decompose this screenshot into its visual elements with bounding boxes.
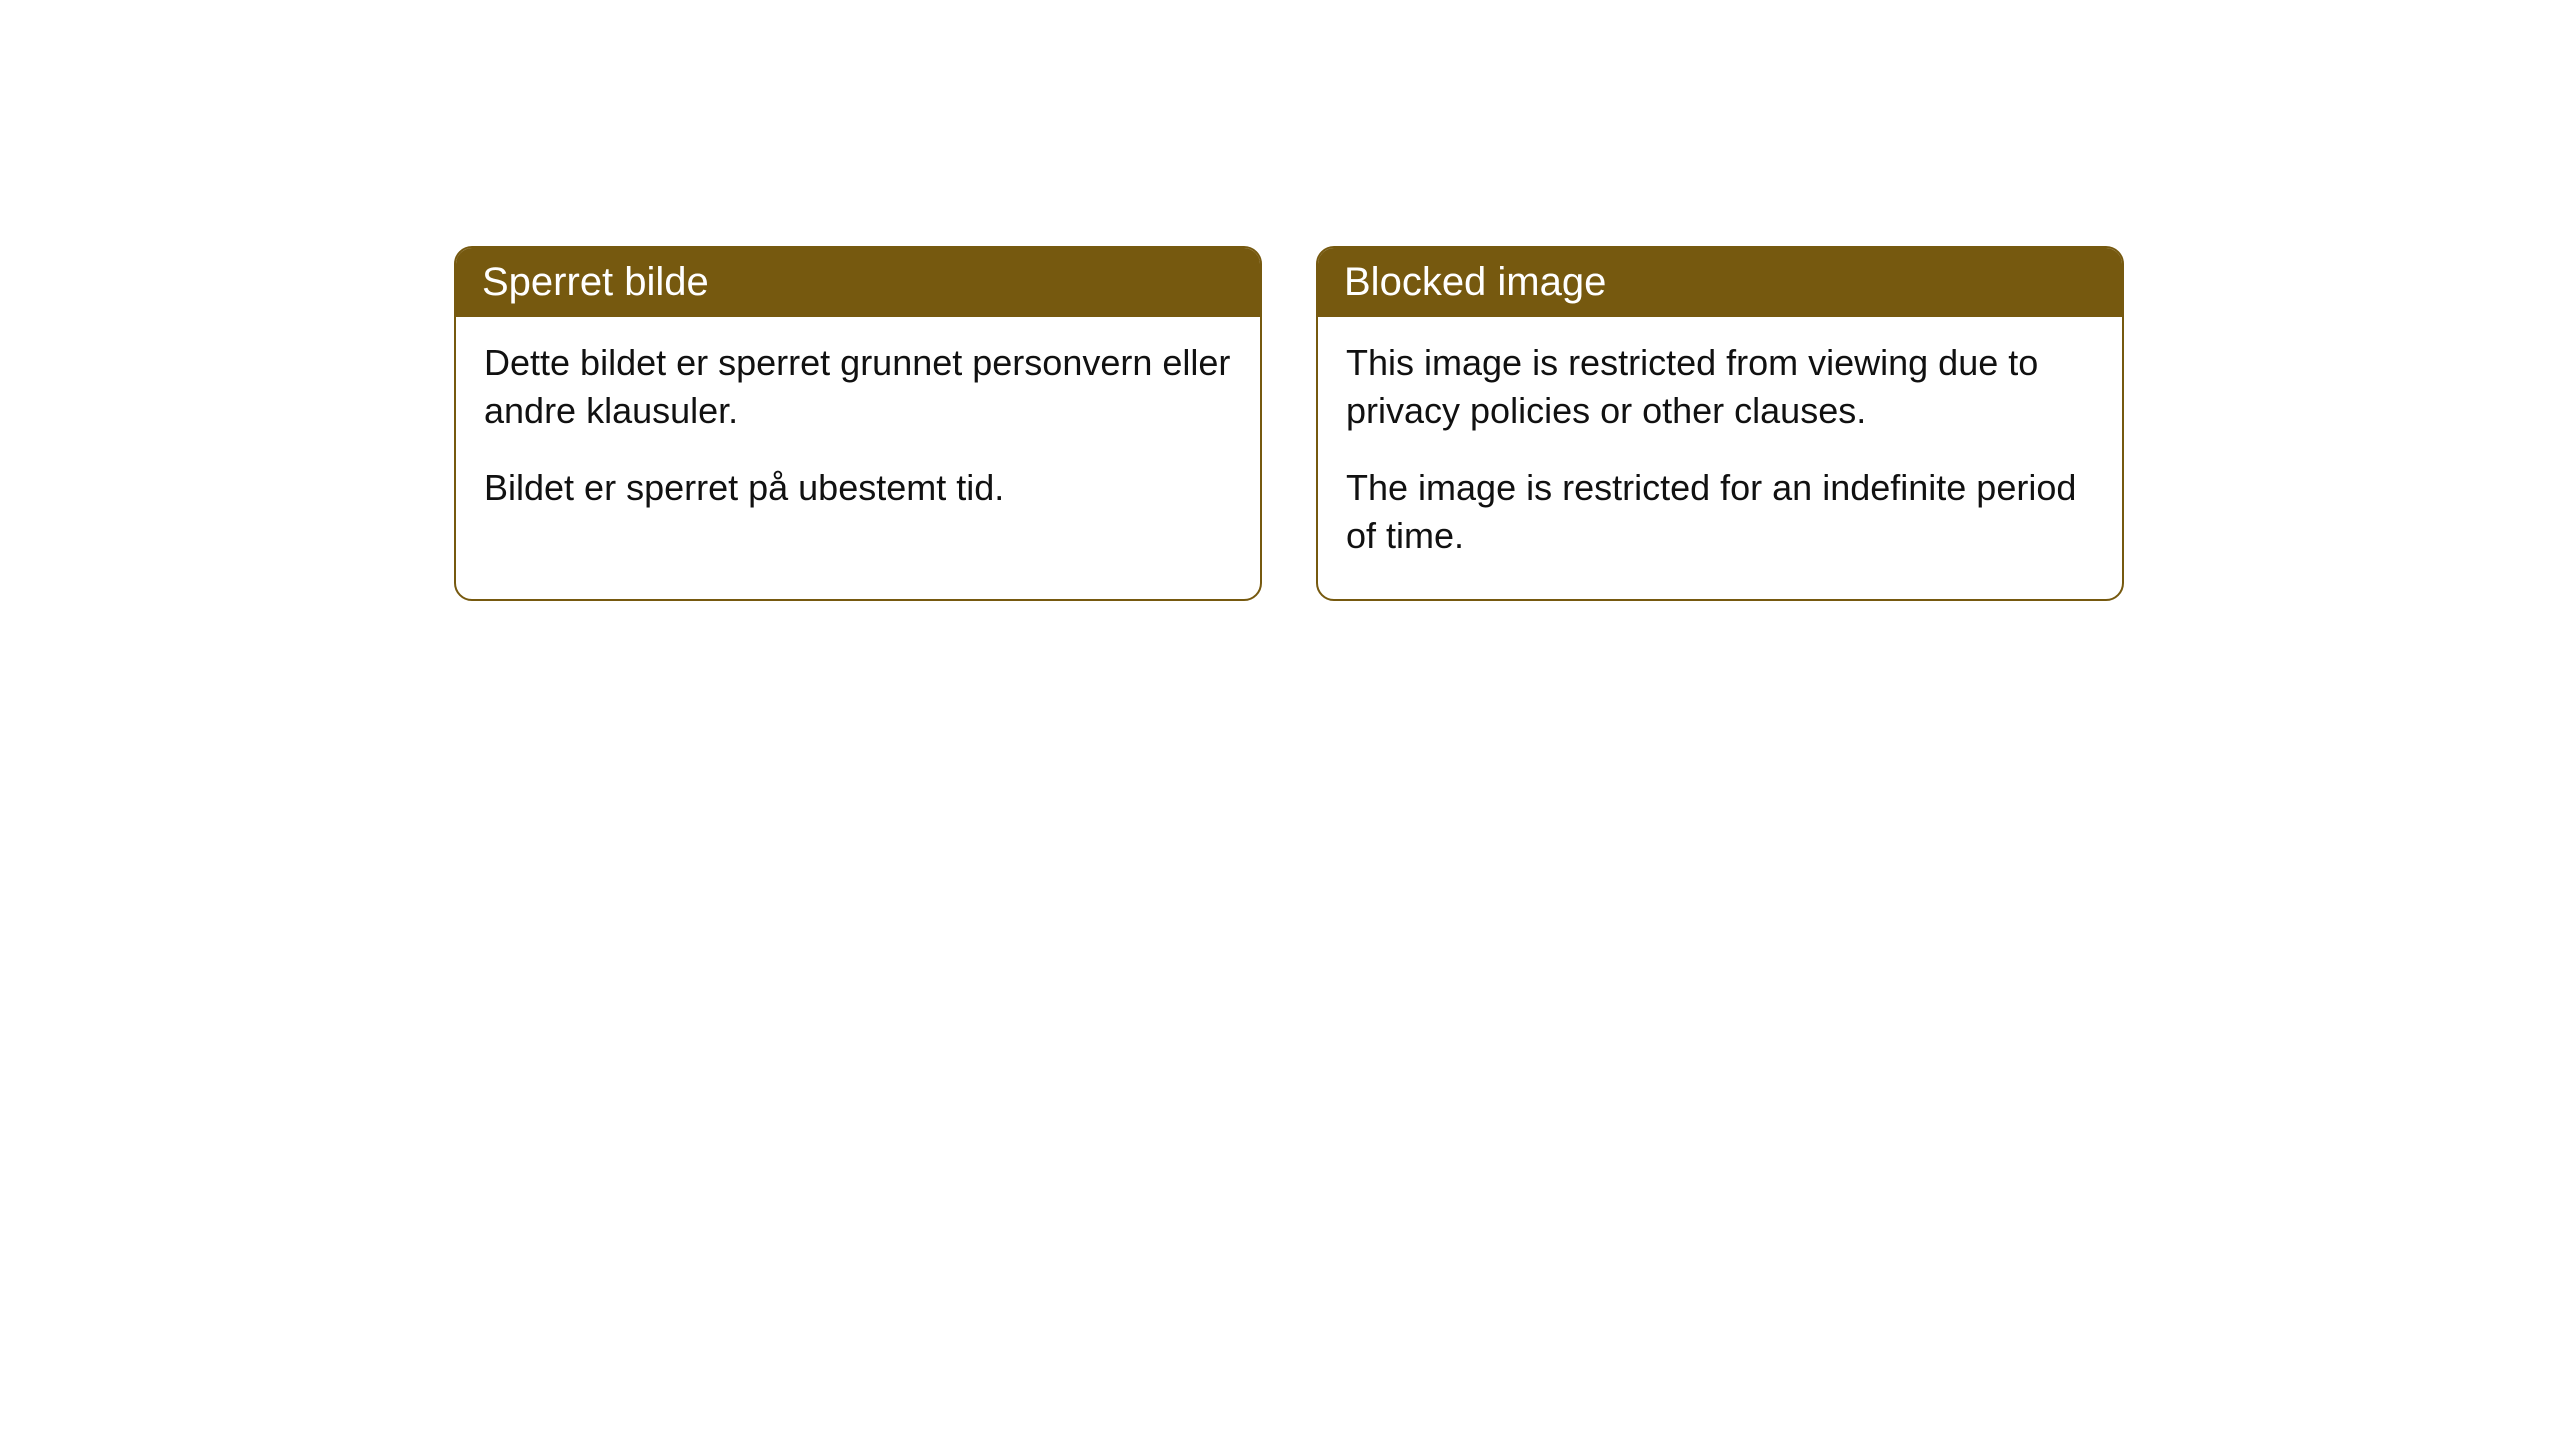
- notice-cards-container: Sperret bilde Dette bildet er sperret gr…: [454, 246, 2124, 601]
- card-header: Sperret bilde: [456, 248, 1260, 317]
- card-paragraph: Dette bildet er sperret grunnet personve…: [484, 339, 1232, 434]
- notice-card-english: Blocked image This image is restricted f…: [1316, 246, 2124, 601]
- card-title: Blocked image: [1344, 260, 1606, 304]
- card-paragraph: This image is restricted from viewing du…: [1346, 339, 2094, 434]
- card-header: Blocked image: [1318, 248, 2122, 317]
- card-body: Dette bildet er sperret grunnet personve…: [456, 317, 1260, 552]
- card-body: This image is restricted from viewing du…: [1318, 317, 2122, 599]
- notice-card-norwegian: Sperret bilde Dette bildet er sperret gr…: [454, 246, 1262, 601]
- card-title: Sperret bilde: [482, 260, 709, 304]
- card-paragraph: The image is restricted for an indefinit…: [1346, 464, 2094, 559]
- card-paragraph: Bildet er sperret på ubestemt tid.: [484, 464, 1232, 512]
